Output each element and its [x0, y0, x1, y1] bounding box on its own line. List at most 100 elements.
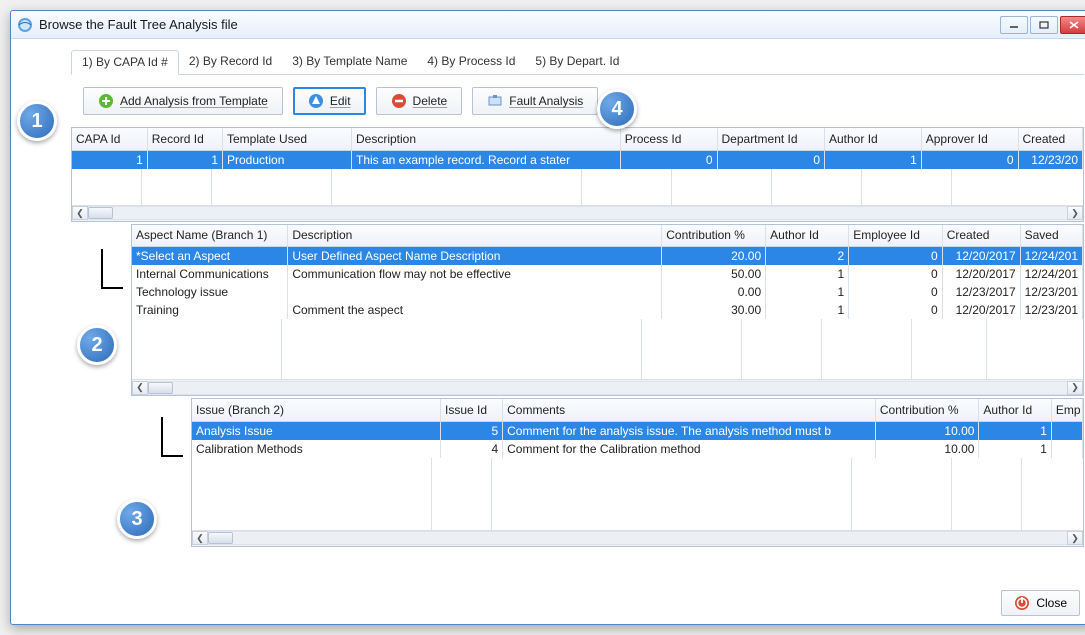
column-header[interactable]: Record Id [147, 128, 222, 150]
column-header[interactable]: Process Id [620, 128, 717, 150]
grid2-hscroll[interactable]: ❮ ❯ [132, 379, 1083, 395]
callout-1: 1 [17, 101, 57, 141]
scroll-track[interactable] [148, 381, 1067, 395]
table-row[interactable]: Technology issue0.001012/23/201712/23/20… [132, 283, 1083, 301]
edit-icon [308, 93, 324, 109]
minimize-button[interactable] [1000, 16, 1028, 34]
table-cell: 1 [766, 301, 849, 319]
tab-capa-id[interactable]: 1) By CAPA Id # [71, 50, 179, 75]
tab-record-id[interactable]: 2) By Record Id [179, 50, 282, 75]
table-cell: 1 [147, 150, 222, 169]
fault-label: Fault Analysis [509, 94, 583, 108]
grid1-empty [72, 169, 1083, 205]
add-analysis-button[interactable]: Add Analysis from Template [83, 87, 283, 115]
tab-template-name[interactable]: 3) By Template Name [282, 50, 417, 75]
table-row[interactable]: TrainingComment the aspect30.001012/20/2… [132, 301, 1083, 319]
table-cell: 1 [72, 150, 147, 169]
toolbar: Add Analysis from Template Edit Delete F… [71, 75, 1084, 127]
tab-depart-id[interactable]: 5) By Depart. Id [525, 50, 629, 75]
table-cell: 12/24/201 [1020, 247, 1082, 266]
table-cell: Calibration Methods [192, 440, 441, 458]
table-row[interactable]: Analysis Issue5Comment for the analysis … [192, 421, 1083, 440]
tab-template-name-label: 3) By Template Name [292, 54, 407, 68]
column-header[interactable]: Description [288, 225, 662, 247]
scroll-left-icon[interactable]: ❮ [132, 381, 148, 395]
close-window-button[interactable] [1060, 16, 1085, 34]
column-header[interactable]: Template Used [223, 128, 352, 150]
fault-analysis-button[interactable]: Fault Analysis [472, 87, 598, 115]
scroll-track[interactable] [208, 531, 1067, 545]
column-header[interactable]: Contribution % [875, 399, 979, 421]
table-cell: 12/20/2017 [942, 301, 1020, 319]
column-header[interactable]: Aspect Name (Branch 1) [132, 225, 288, 247]
scroll-thumb[interactable] [88, 207, 113, 219]
column-header[interactable]: Department Id [717, 128, 825, 150]
column-header[interactable]: Created [1018, 128, 1083, 150]
column-header[interactable]: CAPA Id [72, 128, 147, 150]
callout-3-label: 3 [131, 508, 142, 531]
column-header[interactable]: Author Id [825, 128, 922, 150]
table-cell: 0.00 [662, 283, 766, 301]
grid1-hscroll[interactable]: ❮ ❯ [72, 205, 1083, 221]
scroll-left-icon[interactable]: ❮ [192, 531, 208, 545]
table-cell: User Defined Aspect Name Description [288, 247, 662, 266]
table-cell: 1 [979, 421, 1051, 440]
edit-button[interactable]: Edit [293, 87, 366, 115]
column-header[interactable]: Employee Id [849, 225, 942, 247]
table-cell: 5 [441, 421, 503, 440]
scroll-left-icon[interactable]: ❮ [72, 206, 88, 220]
scroll-right-icon[interactable]: ❯ [1067, 531, 1083, 545]
column-header[interactable]: Comments [503, 399, 876, 421]
content-area: 1 2 3 4 1) By CAPA Id # 2) By Record Id … [11, 39, 1085, 624]
table-row[interactable]: *Select an AspectUser Defined Aspect Nam… [132, 247, 1083, 266]
column-header[interactable]: Approver Id [921, 128, 1018, 150]
table-cell: 1 [766, 283, 849, 301]
grid3-empty [192, 458, 1083, 530]
close-button[interactable]: Close [1001, 590, 1080, 616]
grid3[interactable]: Issue (Branch 2)Issue IdCommentsContribu… [192, 399, 1083, 458]
column-header[interactable]: Emp [1051, 399, 1082, 421]
table-cell: Production [223, 150, 352, 169]
app-icon [17, 17, 33, 33]
table-row[interactable]: Internal CommunicationsCommunication flo… [132, 265, 1083, 283]
tab-process-id-label: 4) By Process Id [427, 54, 515, 68]
tab-record-id-label: 2) By Record Id [189, 54, 272, 68]
column-header[interactable]: Author Id [979, 399, 1051, 421]
tab-process-id[interactable]: 4) By Process Id [417, 50, 525, 75]
table-cell: 4 [441, 440, 503, 458]
scroll-thumb[interactable] [148, 382, 173, 394]
delete-button[interactable]: Delete [376, 87, 463, 115]
scroll-track[interactable] [88, 206, 1067, 220]
callout-2-label: 2 [91, 334, 102, 357]
table-row[interactable]: Calibration Methods4Comment for the Cali… [192, 440, 1083, 458]
grid3-hscroll[interactable]: ❮ ❯ [192, 530, 1083, 546]
grid2[interactable]: Aspect Name (Branch 1)DescriptionContrib… [132, 225, 1083, 320]
tree-line-1 [101, 249, 123, 289]
grid1-pane: CAPA IdRecord IdTemplate UsedDescription… [71, 127, 1084, 222]
grid1[interactable]: CAPA IdRecord IdTemplate UsedDescription… [72, 128, 1083, 169]
scroll-right-icon[interactable]: ❯ [1067, 381, 1083, 395]
column-header[interactable]: Issue Id [441, 399, 503, 421]
scroll-thumb[interactable] [208, 532, 233, 544]
table-cell: 0 [849, 265, 942, 283]
table-cell: *Select an Aspect [132, 247, 288, 266]
table-cell: 1 [825, 150, 922, 169]
column-header[interactable]: Issue (Branch 2) [192, 399, 441, 421]
scroll-right-icon[interactable]: ❯ [1067, 206, 1083, 220]
column-header[interactable]: Description [352, 128, 621, 150]
column-header[interactable]: Author Id [766, 225, 849, 247]
table-cell: Communication flow may not be effective [288, 265, 662, 283]
delete-icon [391, 93, 407, 109]
table-cell [1051, 440, 1082, 458]
column-header[interactable]: Created [942, 225, 1020, 247]
maximize-button[interactable] [1030, 16, 1058, 34]
delete-label: Delete [413, 94, 448, 108]
column-header[interactable]: Contribution % [662, 225, 766, 247]
table-cell: Comment the aspect [288, 301, 662, 319]
table-cell: 10.00 [875, 421, 979, 440]
column-header[interactable]: Saved [1020, 225, 1082, 247]
table-row[interactable]: 11ProductionThis an example record. Reco… [72, 150, 1083, 169]
table-cell [1051, 421, 1082, 440]
table-cell: 10.00 [875, 440, 979, 458]
table-cell: This an example record. Record a stater [352, 150, 621, 169]
